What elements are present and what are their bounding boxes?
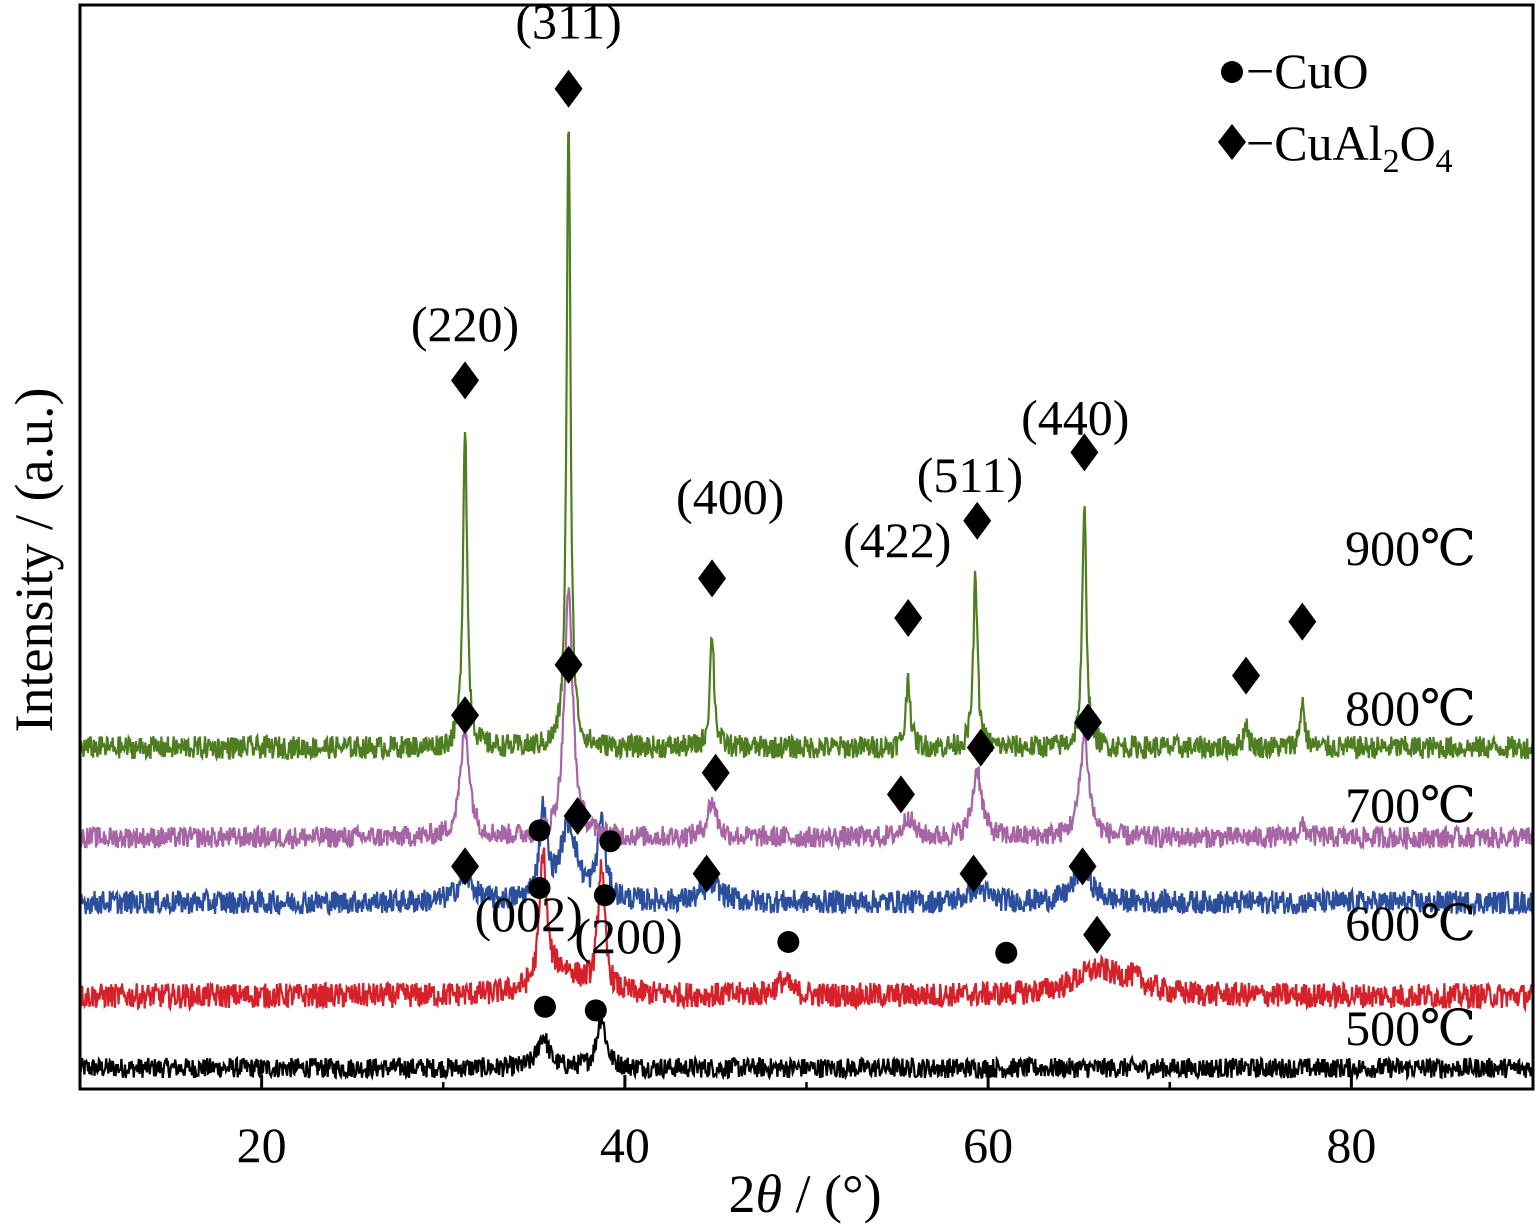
circle-marker-25	[995, 941, 1018, 964]
diamond-marker-3	[894, 599, 923, 637]
diamond-marker-4	[963, 501, 992, 540]
series-line-800c	[78, 587, 1535, 851]
legend-cualo-mid: O	[1400, 115, 1436, 171]
temperature-label-600c: 600℃	[1345, 895, 1476, 951]
legend-cuo-label: −CuO	[1246, 43, 1369, 99]
temperature-labels: 900℃ 800℃ 700℃ 600℃ 500℃	[1345, 520, 1476, 1056]
peak-labels: (311) (220) (400) (422) (511)(440) (002)(200)	[411, 0, 1130, 964]
series-traces	[78, 131, 1535, 1082]
legend-cualo-marker	[1218, 124, 1246, 160]
series-line-700c	[78, 795, 1535, 917]
temperature-label-700c: 700℃	[1345, 777, 1476, 833]
x-tick-label-80: 80	[1326, 1117, 1376, 1173]
diamond-marker-15	[451, 847, 480, 886]
circle-marker-24	[777, 931, 800, 953]
x-axis-ticks: 20 40 60 80	[78, 1075, 1535, 1173]
circle-marker-21	[599, 830, 622, 853]
y-axis-label: Intensity / (a.u.)	[4, 388, 64, 733]
diamond-marker-18	[1068, 847, 1097, 886]
peak-label-511: (511)	[917, 447, 1023, 503]
circle-marker-23	[593, 884, 616, 907]
legend-cuo-marker	[1221, 61, 1243, 83]
diamond-marker-5	[1070, 433, 1099, 472]
peak-label-002: (002)	[474, 886, 582, 942]
diamond-marker-10	[701, 753, 730, 792]
legend-cualo-label: −CuAl2O4	[1246, 115, 1453, 180]
diamond-marker-2	[698, 559, 727, 598]
diamond-marker-8	[554, 645, 583, 684]
legend-cualo-prefix: −CuAl	[1246, 115, 1383, 171]
peak-label-422: (422)	[843, 512, 951, 568]
x-tick-label-60: 60	[963, 1117, 1013, 1173]
legend-cualo-sub2: 4	[1436, 143, 1453, 180]
temperature-label-800c: 800℃	[1345, 680, 1476, 736]
series-line-900c	[78, 131, 1535, 763]
circle-marker-27	[584, 999, 607, 1022]
peak-label-200: (200)	[574, 908, 682, 964]
circle-marker-26	[533, 995, 556, 1018]
peak-label-440: (440)	[1021, 389, 1129, 445]
peak-label-311: (311)	[515, 0, 621, 49]
x-axis-label-prefix: 2	[728, 1164, 755, 1224]
x-axis-label: 2θ / (°)	[728, 1164, 881, 1224]
x-tick-label-20: 20	[237, 1117, 287, 1173]
diamond-marker-16	[692, 854, 721, 893]
x-axis-label-unit: / (°)	[782, 1164, 882, 1224]
diamond-marker-0	[554, 69, 583, 108]
legend-cualo-sub1: 2	[1383, 143, 1400, 180]
circle-marker-22	[528, 877, 551, 899]
circle-marker-20	[528, 819, 551, 842]
diamond-marker-1	[451, 361, 480, 400]
diamond-marker-6	[1232, 656, 1261, 695]
phase-markers	[451, 69, 1317, 1022]
peak-label-220: (220)	[411, 296, 519, 352]
peak-label-400: (400)	[676, 469, 784, 525]
series-line-500c	[78, 1017, 1535, 1082]
series-line-600c	[79, 847, 1535, 1013]
diamond-marker-19	[1083, 915, 1112, 954]
temperature-label-900c: 900℃	[1345, 520, 1476, 576]
diamond-marker-17	[959, 854, 988, 893]
diamond-marker-13	[1074, 703, 1103, 742]
legend: −CuO −CuAl2O4	[1218, 43, 1453, 180]
diamond-marker-9	[451, 696, 480, 735]
diamond-marker-7	[1288, 602, 1317, 641]
diamond-marker-14	[563, 797, 592, 835]
diamond-marker-12	[966, 728, 995, 767]
temperature-label-500c: 500℃	[1345, 1000, 1476, 1056]
diamond-marker-11	[886, 775, 915, 814]
x-axis-label-theta: θ	[755, 1164, 782, 1224]
x-tick-label-40: 40	[600, 1117, 650, 1173]
